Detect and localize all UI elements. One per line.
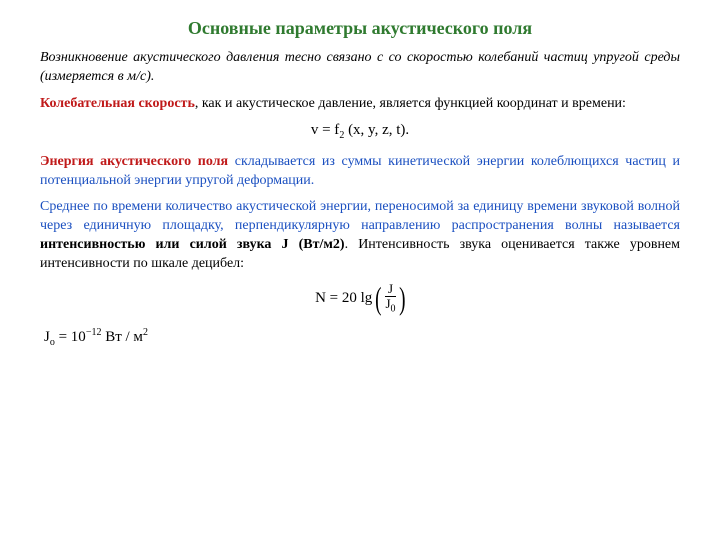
paragraph-velocity-rest: , как и акустическое давление, является … (195, 96, 626, 111)
formula-n-frac: J J0 (385, 282, 395, 315)
formula-j0: Jо = 10−12 Вт / м2 (44, 327, 680, 348)
formula-v-lhs: v = f (311, 122, 339, 138)
formula-v-args: (x, y, z, t). (348, 122, 409, 138)
formula-n-den-sub: 0 (391, 303, 396, 314)
paragraph-energy: Энергия акустического поля складывается … (40, 153, 680, 191)
intro-paragraph: Возникновение акустического давления тес… (40, 49, 680, 87)
paren-left-icon: ( (375, 283, 381, 313)
page-title: Основные параметры акустического поля (40, 18, 680, 39)
page: Основные параметры акустического поля Во… (0, 0, 720, 540)
j0-rhs: Вт / м (101, 329, 142, 345)
formula-velocity: v = f2 (x, y, z, t). (40, 122, 680, 141)
intensity-bold: интенсивностью или силой звука J (Вт/м2) (40, 237, 345, 252)
lead-term-energy: Энергия акустического поля (40, 154, 228, 169)
formula-v-sub: 2 (339, 130, 344, 141)
formula-decibel: N = 20 lg ( J J0 ) (40, 282, 680, 315)
j0-rhs-sup: 2 (143, 327, 148, 338)
intensity-pre: Среднее по времени количество акустическ… (40, 199, 680, 233)
paragraph-intensity: Среднее по времени количество акустическ… (40, 198, 680, 274)
paragraph-velocity: Колебательная скорость, как и акустическ… (40, 95, 680, 114)
formula-n-den: J0 (385, 296, 395, 315)
formula-n-lhs: N = 20 lg (315, 290, 372, 307)
j0-eq: = 10 (55, 329, 86, 345)
j0-exp: −12 (86, 327, 102, 338)
formula-n-num: J (385, 282, 395, 296)
lead-term-velocity: Колебательная скорость (40, 96, 195, 111)
paren-right-icon: ) (399, 283, 405, 313)
